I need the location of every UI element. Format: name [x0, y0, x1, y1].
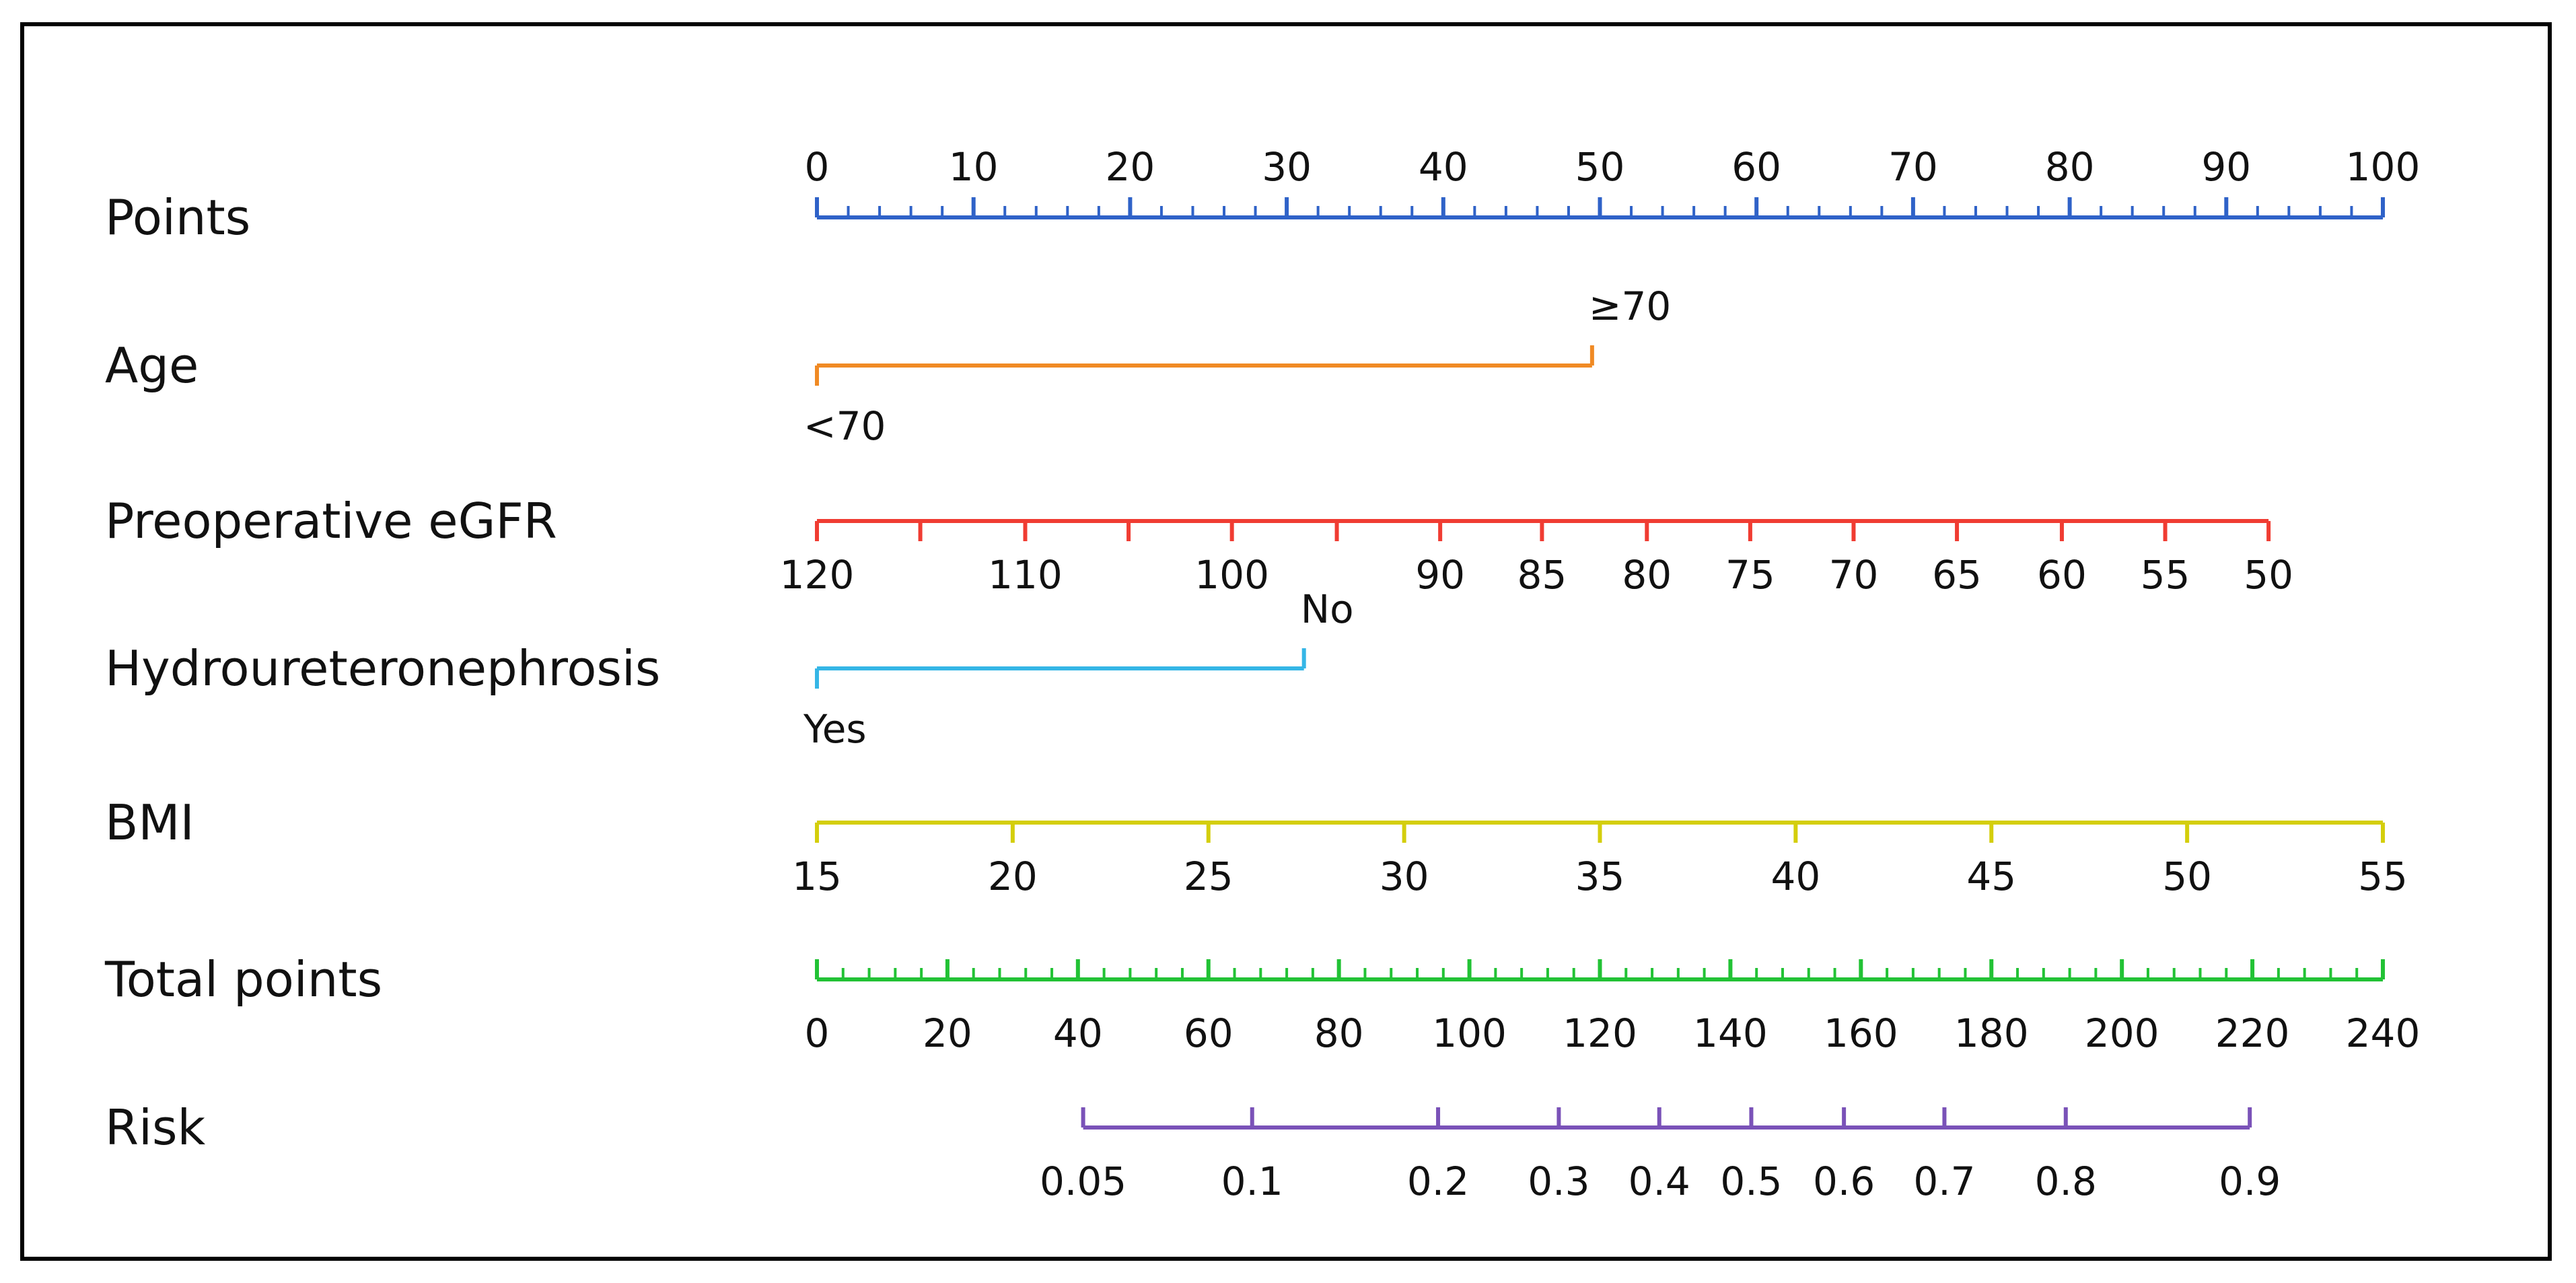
tick-label-points-0: 0	[805, 144, 830, 190]
tick-label-total-6: 120	[1563, 1010, 1637, 1056]
tick-label-bmi-6: 45	[1966, 854, 2016, 899]
tick-label-bmi-1: 20	[988, 854, 1038, 899]
tick-label-total-12: 240	[2346, 1010, 2421, 1056]
tick-label-points-7: 70	[1888, 144, 1938, 190]
row-points: Points 0 10 20 30 40 50 60 70 80 90 100	[105, 144, 2420, 246]
tick-label-bmi-2: 25	[1184, 854, 1233, 899]
row-age: Age <70 ≥70	[105, 283, 1671, 449]
tick-label-bmi-8: 55	[2358, 854, 2408, 899]
tick-label-total-2: 40	[1053, 1010, 1103, 1056]
tick-label-egfr-1: 110	[988, 552, 1063, 598]
tick-label-bmi-3: 30	[1380, 854, 1429, 899]
row-label-egfr: Preoperative eGFR	[105, 493, 557, 549]
tick-label-risk-5: 0.5	[1720, 1158, 1782, 1204]
row-total: Total points 0 20 40 60 80 100 120 140 160 180 200 2…	[104, 951, 2420, 1056]
row-hydro: Hydroureteronephrosis Yes No	[105, 586, 1354, 752]
tick-label-risk-6: 0.6	[1813, 1158, 1875, 1204]
tick-label-egfr-7: 70	[1829, 552, 1879, 598]
row-label-bmi: BMI	[105, 794, 194, 851]
tick-label-risk-1: 0.1	[1221, 1158, 1283, 1204]
tick-label-egfr-5: 80	[1622, 552, 1672, 598]
row-label-total: Total points	[104, 951, 382, 1008]
tick-label-egfr-9: 60	[2037, 552, 2087, 598]
tick-label-bmi-7: 50	[2162, 854, 2212, 899]
tick-label-total-7: 140	[1693, 1010, 1768, 1056]
tick-label-risk-2: 0.2	[1407, 1158, 1469, 1204]
tick-label-total-9: 180	[1954, 1010, 2029, 1056]
tick-label-egfr-10: 55	[2141, 552, 2190, 598]
category-label-age-1: ≥70	[1589, 283, 1671, 329]
row-egfr: Preoperative eGFR 120 110 100 90 85 80 75 70 65 60…	[105, 493, 2293, 598]
tick-label-egfr-6: 75	[1725, 552, 1775, 598]
row-label-age: Age	[105, 337, 199, 394]
row-label-hydro: Hydroureteronephrosis	[105, 640, 660, 697]
row-risk: Risk 0.05 0.1 0.2 0.3 0.4 0.5 0.6 0.7 0.8 0.9	[105, 1099, 2281, 1204]
category-label-hydro-0: Yes	[803, 706, 867, 752]
tick-label-points-1: 10	[949, 144, 999, 190]
tick-label-points-10: 100	[2346, 144, 2421, 190]
figure-frame: Points 0 10 20 30 40 50 60 70 80 90 100 Age <70 ≥70 Pre…	[20, 22, 2552, 1261]
tick-label-risk-8: 0.8	[2035, 1158, 2097, 1204]
tick-label-risk-7: 0.7	[1913, 1158, 1975, 1204]
tick-label-points-9: 90	[2201, 144, 2251, 190]
tick-label-total-0: 0	[805, 1010, 830, 1056]
tick-label-points-2: 20	[1105, 144, 1155, 190]
tick-label-points-8: 80	[2045, 144, 2095, 190]
tick-label-total-4: 80	[1314, 1010, 1364, 1056]
category-label-age-0: <70	[803, 403, 886, 449]
tick-label-total-10: 200	[2085, 1010, 2159, 1056]
tick-label-points-6: 60	[1731, 144, 1781, 190]
nomogram-chart: Points 0 10 20 30 40 50 60 70 80 90 100 Age <70 ≥70 Pre…	[104, 144, 2420, 1204]
tick-label-total-5: 100	[1432, 1010, 1507, 1056]
tick-label-egfr-11: 50	[2244, 552, 2293, 598]
tick-label-total-8: 160	[1824, 1010, 1898, 1056]
tick-label-egfr-4: 85	[1517, 552, 1567, 598]
tick-label-risk-3: 0.3	[1528, 1158, 1589, 1204]
row-label-points: Points	[105, 189, 250, 246]
tick-label-risk-0: 0.05	[1040, 1158, 1126, 1204]
tick-label-total-1: 20	[923, 1010, 972, 1056]
tick-label-risk-4: 0.4	[1629, 1158, 1690, 1204]
tick-label-egfr-8: 65	[1932, 552, 1982, 598]
tick-label-bmi-0: 15	[792, 854, 842, 899]
tick-label-points-3: 30	[1262, 144, 1312, 190]
tick-label-points-4: 40	[1419, 144, 1468, 190]
tick-label-bmi-4: 35	[1575, 854, 1625, 899]
tick-label-total-3: 60	[1184, 1010, 1233, 1056]
category-label-hydro-1: No	[1301, 586, 1354, 632]
row-bmi: BMI 15 20 25 30 35 40 45 50 55	[105, 794, 2408, 899]
tick-label-egfr-2: 100	[1194, 552, 1269, 598]
tick-label-egfr-3: 90	[1415, 552, 1465, 598]
tick-label-points-5: 50	[1575, 144, 1625, 190]
tick-label-bmi-5: 40	[1770, 854, 1820, 899]
row-label-risk: Risk	[105, 1099, 206, 1156]
tick-label-total-11: 220	[2215, 1010, 2290, 1056]
tick-label-egfr-0: 120	[780, 552, 855, 598]
tick-label-risk-9: 0.9	[2219, 1158, 2281, 1204]
